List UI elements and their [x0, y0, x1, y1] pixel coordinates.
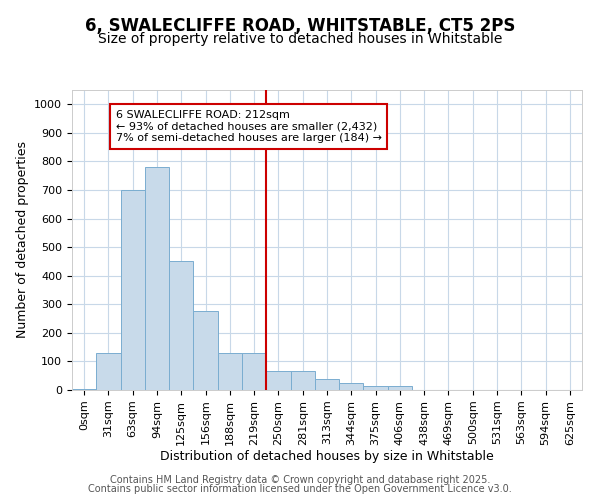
Bar	[242, 353, 266, 390]
Bar	[169, 262, 193, 390]
Bar	[388, 386, 412, 390]
Text: 6, SWALECLIFFE ROAD, WHITSTABLE, CT5 2PS: 6, SWALECLIFFE ROAD, WHITSTABLE, CT5 2PS	[85, 18, 515, 36]
Bar	[364, 386, 388, 390]
Bar	[145, 167, 169, 390]
Bar	[193, 312, 218, 390]
Bar	[96, 353, 121, 390]
Text: Contains public sector information licensed under the Open Government Licence v3: Contains public sector information licen…	[88, 484, 512, 494]
Bar	[218, 353, 242, 390]
X-axis label: Distribution of detached houses by size in Whitstable: Distribution of detached houses by size …	[160, 450, 494, 464]
Text: Contains HM Land Registry data © Crown copyright and database right 2025.: Contains HM Land Registry data © Crown c…	[110, 475, 490, 485]
Text: Size of property relative to detached houses in Whitstable: Size of property relative to detached ho…	[98, 32, 502, 46]
Bar	[290, 372, 315, 390]
Bar	[72, 389, 96, 390]
Bar	[121, 190, 145, 390]
Bar	[339, 383, 364, 390]
Y-axis label: Number of detached properties: Number of detached properties	[16, 142, 29, 338]
Text: 6 SWALECLIFFE ROAD: 212sqm
← 93% of detached houses are smaller (2,432)
7% of se: 6 SWALECLIFFE ROAD: 212sqm ← 93% of deta…	[116, 110, 382, 143]
Bar	[266, 372, 290, 390]
Bar	[315, 378, 339, 390]
